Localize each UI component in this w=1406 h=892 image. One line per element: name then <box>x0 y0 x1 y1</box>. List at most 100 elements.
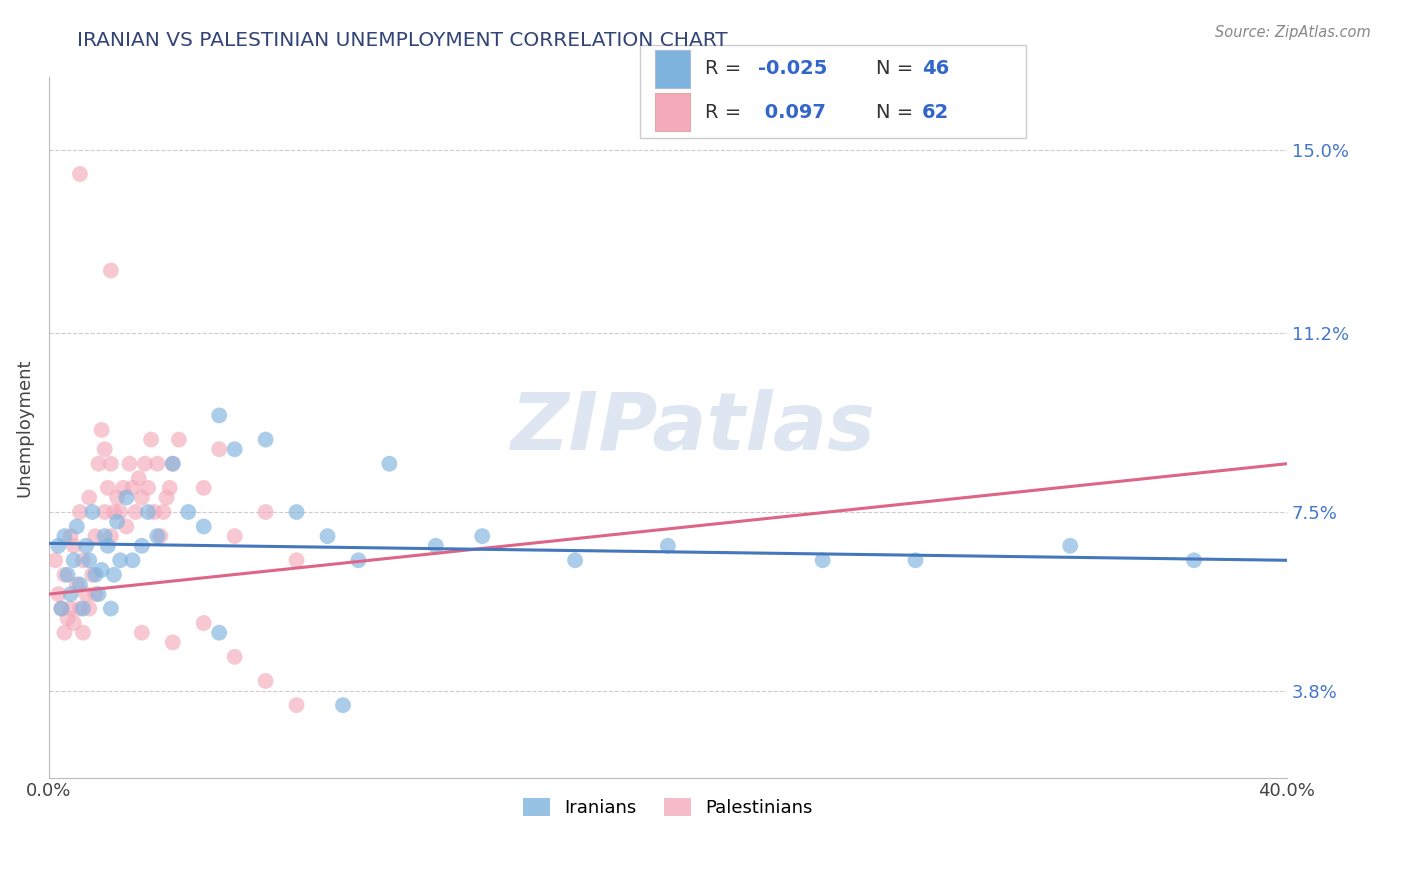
Legend: Iranians, Palestinians: Iranians, Palestinians <box>516 790 820 824</box>
Point <box>77 601 100 615</box>
Point <box>121 553 143 567</box>
Point <box>93 442 115 457</box>
Point <box>69 505 91 519</box>
Point <box>124 505 146 519</box>
Point <box>93 529 115 543</box>
Point <box>53 567 76 582</box>
Point <box>87 587 110 601</box>
Point <box>254 433 277 447</box>
Point <box>224 529 246 543</box>
Text: -0.025: -0.025 <box>758 60 827 78</box>
Point <box>115 491 138 505</box>
Point <box>332 698 354 713</box>
Point <box>82 567 104 582</box>
Point <box>75 539 97 553</box>
Point <box>53 529 76 543</box>
Point <box>425 539 447 553</box>
Point <box>51 601 73 615</box>
Text: N =: N = <box>876 103 920 122</box>
Text: N =: N = <box>876 60 920 78</box>
Point <box>167 433 190 447</box>
Point <box>56 611 79 625</box>
Point <box>100 601 122 615</box>
Point <box>657 539 679 553</box>
Point <box>97 481 120 495</box>
Point <box>193 615 215 630</box>
Point <box>316 529 339 543</box>
Point <box>72 601 94 615</box>
Point <box>146 457 169 471</box>
Point <box>69 577 91 591</box>
Point <box>82 505 104 519</box>
Y-axis label: Unemployment: Unemployment <box>15 359 32 497</box>
Point <box>254 505 277 519</box>
Point <box>162 635 184 649</box>
Point <box>1182 553 1205 567</box>
Point <box>208 442 231 457</box>
Point <box>152 505 174 519</box>
Point <box>84 567 107 582</box>
Point <box>285 698 308 713</box>
Point <box>90 563 112 577</box>
Point <box>285 553 308 567</box>
Point <box>347 553 370 567</box>
Point <box>53 625 76 640</box>
Text: Source: ZipAtlas.com: Source: ZipAtlas.com <box>1215 25 1371 40</box>
Point <box>62 539 84 553</box>
Point <box>77 553 100 567</box>
Point <box>208 625 231 640</box>
Point <box>90 423 112 437</box>
Point <box>904 553 927 567</box>
Point <box>59 587 82 601</box>
Point <box>131 625 153 640</box>
Point <box>224 649 246 664</box>
Point <box>84 529 107 543</box>
Point <box>108 505 131 519</box>
Point <box>193 519 215 533</box>
Point <box>105 515 128 529</box>
Point <box>66 577 89 591</box>
Point <box>285 505 308 519</box>
Point <box>66 519 89 533</box>
Point <box>162 457 184 471</box>
Point <box>103 505 125 519</box>
Text: IRANIAN VS PALESTINIAN UNEMPLOYMENT CORRELATION CHART: IRANIAN VS PALESTINIAN UNEMPLOYMENT CORR… <box>77 31 728 50</box>
Point <box>51 601 73 615</box>
Point <box>59 529 82 543</box>
Point <box>254 673 277 688</box>
Point <box>105 491 128 505</box>
Point <box>162 457 184 471</box>
Point <box>69 167 91 181</box>
Point <box>139 433 162 447</box>
Point <box>108 553 131 567</box>
Point <box>208 409 231 423</box>
Point <box>56 567 79 582</box>
Point <box>121 481 143 495</box>
Point <box>193 481 215 495</box>
Point <box>62 553 84 567</box>
Point <box>100 457 122 471</box>
Point <box>87 457 110 471</box>
Text: 0.097: 0.097 <box>758 103 825 122</box>
Point <box>159 481 181 495</box>
Point <box>149 529 172 543</box>
Point <box>131 491 153 505</box>
Point <box>146 529 169 543</box>
Point <box>378 457 401 471</box>
Text: ZIPatlas: ZIPatlas <box>510 389 875 467</box>
FancyBboxPatch shape <box>655 50 690 87</box>
Point <box>69 601 91 615</box>
Text: R =: R = <box>706 103 748 122</box>
Point <box>112 481 135 495</box>
Point <box>131 539 153 553</box>
Point <box>44 553 66 567</box>
Point <box>224 442 246 457</box>
Point <box>118 457 141 471</box>
Point <box>100 263 122 277</box>
Point <box>128 471 150 485</box>
Point <box>46 587 69 601</box>
Point <box>155 491 177 505</box>
Point <box>115 519 138 533</box>
Point <box>564 553 586 567</box>
Text: 46: 46 <box>922 60 949 78</box>
